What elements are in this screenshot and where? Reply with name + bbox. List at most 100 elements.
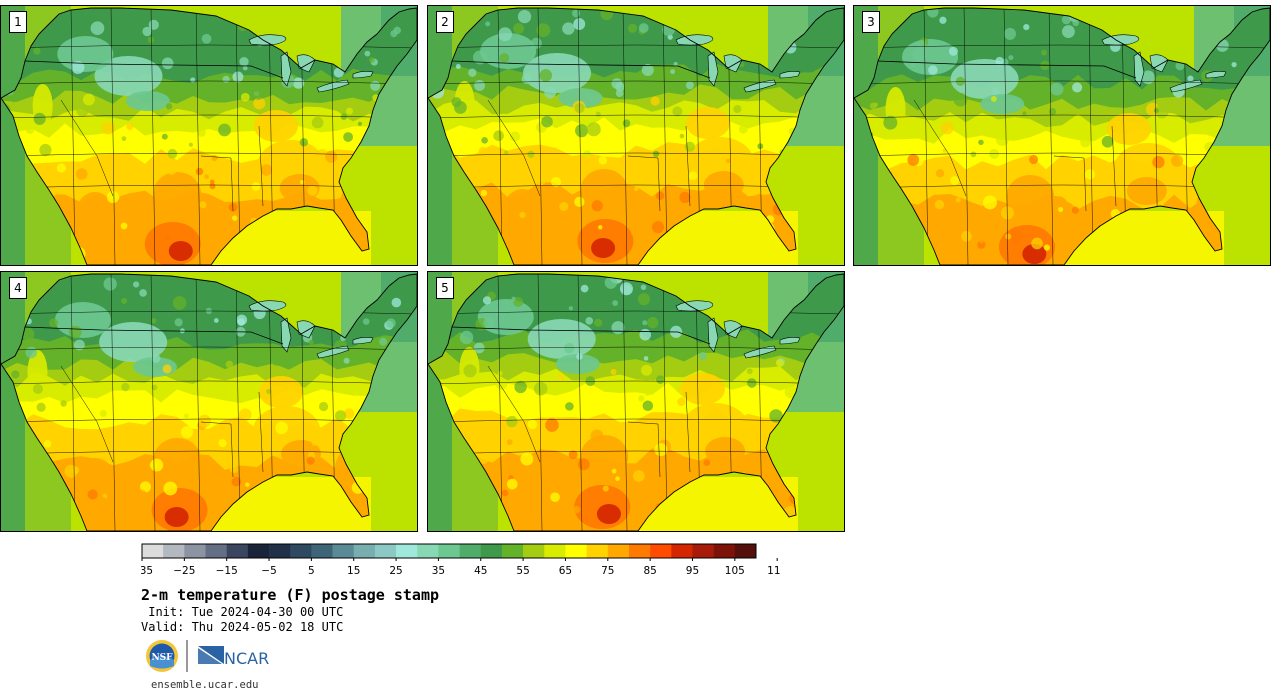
lake — [248, 300, 287, 312]
lake — [1169, 79, 1203, 93]
panel-4: 4 — [0, 271, 418, 532]
lake — [1205, 71, 1227, 79]
national-border — [24, 60, 284, 79]
coastline — [1, 273, 417, 531]
colorbar-bin — [544, 544, 566, 558]
temperature-map — [1, 272, 417, 531]
colorbar-bin — [459, 544, 482, 558]
colorbar-tick-label: 95 — [686, 565, 699, 577]
lake — [352, 337, 374, 345]
plot-title: 2-m temperature (F) postage stamp — [141, 586, 440, 604]
colorbar-tick-label: 55 — [516, 565, 529, 577]
lake — [743, 345, 777, 359]
colorbar-bin — [184, 544, 206, 558]
lake — [1133, 51, 1145, 87]
temperature-map — [1, 6, 417, 265]
lake — [1101, 34, 1140, 46]
member-label: 5 — [436, 277, 454, 299]
colorbar-frame — [141, 543, 757, 559]
member-label: 1 — [9, 11, 27, 33]
lake — [779, 337, 801, 345]
colorbar-bin — [607, 544, 630, 558]
colorbar-tick-label: 85 — [643, 565, 656, 577]
colorbar-bin — [205, 544, 227, 558]
national-border — [451, 326, 711, 345]
lake — [743, 79, 777, 93]
colorbar-bin — [226, 544, 249, 558]
colorbar-bin — [163, 544, 185, 558]
colorbar-bin — [480, 544, 503, 558]
colorbar-bin — [501, 544, 524, 558]
lake — [707, 317, 719, 353]
colorbar-bin — [692, 544, 714, 558]
colorbar-bin — [311, 544, 333, 558]
colorbar-bin — [290, 544, 312, 558]
colorbar-bin — [396, 544, 418, 558]
website-url[interactable]: ensemble.ucar.edu — [151, 679, 259, 691]
member-label: 2 — [436, 11, 454, 33]
colorbar-tick-label: −25 — [173, 565, 195, 577]
temperature-colorbar: −35 −25 −15 −5 5 15 25 35 45 55 65 75 85 95 105 115 — [141, 543, 781, 577]
colorbar-bin — [332, 544, 355, 558]
national-border — [877, 60, 1137, 79]
temperature-map — [854, 6, 1270, 265]
colorbar-bin — [417, 544, 439, 558]
colorbar-bin — [523, 544, 545, 558]
coastline — [854, 7, 1270, 265]
colorbar-bin — [353, 544, 376, 558]
colorbar-tick-label: −35 — [141, 565, 153, 577]
panel-1: 1 — [0, 5, 418, 266]
colorbar-bin — [269, 544, 291, 558]
lake — [707, 51, 719, 87]
colorbar-bin — [713, 544, 736, 558]
lake — [675, 34, 714, 46]
init-time: Init: Tue 2024-04-30 00 UTC — [141, 605, 344, 619]
colorbar-bin — [671, 544, 693, 558]
colorbar-bin — [438, 544, 460, 558]
valid-time: Valid: Thu 2024-05-02 18 UTC — [141, 620, 344, 634]
colorbar-bin — [734, 544, 757, 558]
colorbar-tick-label: 75 — [601, 565, 614, 577]
panel-3: 3 — [853, 5, 1271, 266]
lake — [280, 317, 292, 353]
lake — [316, 345, 350, 359]
lake — [779, 71, 801, 79]
colorbar-tick-label: −5 — [261, 565, 276, 577]
coastline — [428, 273, 844, 531]
svg-text:NCAR: NCAR — [224, 649, 269, 668]
ncar-logo-icon: NCAR — [198, 646, 269, 668]
colorbar-tick-label: 15 — [347, 565, 360, 577]
lake — [248, 34, 287, 46]
colorbar-bin — [247, 544, 270, 558]
colorbar-tick-label: 115 — [767, 565, 781, 577]
colorbar-tick-label: 65 — [559, 565, 572, 577]
colorbar-tick-label: 25 — [389, 565, 402, 577]
national-border — [451, 60, 711, 79]
colorbar-bin — [628, 544, 651, 558]
colorbar-bin — [565, 544, 587, 558]
panel-2: 2 — [427, 5, 845, 266]
panel-5: 5 — [427, 271, 845, 532]
colorbar-tick-label: −15 — [216, 565, 238, 577]
colorbar-bin — [142, 544, 164, 558]
lake — [675, 300, 714, 312]
svg-text:NSF: NSF — [151, 653, 173, 663]
member-label: 3 — [862, 11, 880, 33]
colorbar-tick-label: 35 — [432, 565, 445, 577]
lake — [280, 51, 292, 87]
temperature-map — [428, 272, 844, 531]
national-border — [24, 326, 284, 345]
colorbar-tick-label: 5 — [308, 565, 315, 577]
lake — [316, 79, 350, 93]
colorbar-tick-label: 105 — [725, 565, 745, 577]
colorbar-bin — [586, 544, 609, 558]
colorbar-tick-label: 45 — [474, 565, 487, 577]
coastline — [428, 7, 844, 265]
colorbar-bin — [374, 544, 397, 558]
lake — [352, 71, 374, 79]
logos: NSF NCAR — [146, 640, 269, 672]
temperature-map — [428, 6, 844, 265]
member-label: 4 — [9, 277, 27, 299]
nsf-logo-icon: NSF — [146, 640, 178, 672]
title-block: 2-m temperature (F) postage stamp Init: … — [141, 585, 439, 635]
